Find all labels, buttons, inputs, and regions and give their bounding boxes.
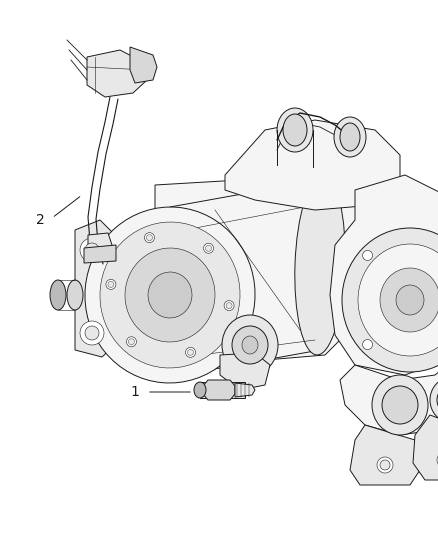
Ellipse shape — [277, 108, 313, 152]
Polygon shape — [350, 425, 420, 485]
Ellipse shape — [100, 222, 240, 368]
Polygon shape — [340, 355, 438, 435]
Circle shape — [127, 337, 136, 347]
Polygon shape — [203, 380, 235, 400]
Circle shape — [363, 251, 373, 261]
Polygon shape — [220, 353, 270, 390]
Ellipse shape — [295, 175, 345, 355]
Circle shape — [204, 243, 214, 253]
Circle shape — [80, 238, 104, 262]
Circle shape — [145, 233, 155, 243]
Circle shape — [146, 235, 152, 241]
Polygon shape — [88, 233, 112, 257]
Polygon shape — [200, 382, 245, 398]
Ellipse shape — [380, 268, 438, 332]
Polygon shape — [75, 220, 115, 357]
Circle shape — [380, 460, 390, 470]
Ellipse shape — [358, 244, 438, 356]
Polygon shape — [87, 50, 147, 97]
Ellipse shape — [50, 280, 66, 310]
Ellipse shape — [125, 248, 215, 342]
Ellipse shape — [340, 123, 360, 151]
Ellipse shape — [372, 375, 428, 435]
Ellipse shape — [283, 114, 307, 146]
Circle shape — [80, 321, 104, 345]
Circle shape — [437, 452, 438, 468]
Ellipse shape — [148, 272, 192, 318]
Circle shape — [85, 243, 99, 257]
Ellipse shape — [67, 280, 83, 310]
Ellipse shape — [242, 336, 258, 354]
Ellipse shape — [382, 386, 418, 424]
Ellipse shape — [342, 228, 438, 372]
Polygon shape — [235, 383, 255, 397]
Circle shape — [377, 457, 393, 473]
Circle shape — [224, 301, 234, 311]
Circle shape — [85, 326, 99, 340]
Ellipse shape — [437, 386, 438, 414]
Circle shape — [226, 303, 232, 309]
Ellipse shape — [85, 207, 255, 383]
Polygon shape — [130, 47, 157, 83]
Circle shape — [108, 281, 114, 287]
Ellipse shape — [334, 117, 366, 157]
Circle shape — [187, 349, 194, 356]
Polygon shape — [413, 415, 438, 480]
Text: 1: 1 — [131, 385, 139, 399]
Circle shape — [205, 245, 212, 251]
Polygon shape — [84, 245, 116, 263]
Polygon shape — [155, 175, 365, 365]
Ellipse shape — [430, 378, 438, 422]
Ellipse shape — [194, 382, 206, 398]
Ellipse shape — [222, 315, 278, 375]
Polygon shape — [225, 120, 400, 210]
Text: 2: 2 — [35, 213, 44, 227]
Circle shape — [186, 348, 195, 357]
Ellipse shape — [396, 285, 424, 315]
Polygon shape — [330, 175, 438, 375]
Circle shape — [363, 340, 373, 350]
Circle shape — [106, 279, 116, 289]
Circle shape — [128, 339, 134, 345]
Ellipse shape — [232, 326, 268, 364]
